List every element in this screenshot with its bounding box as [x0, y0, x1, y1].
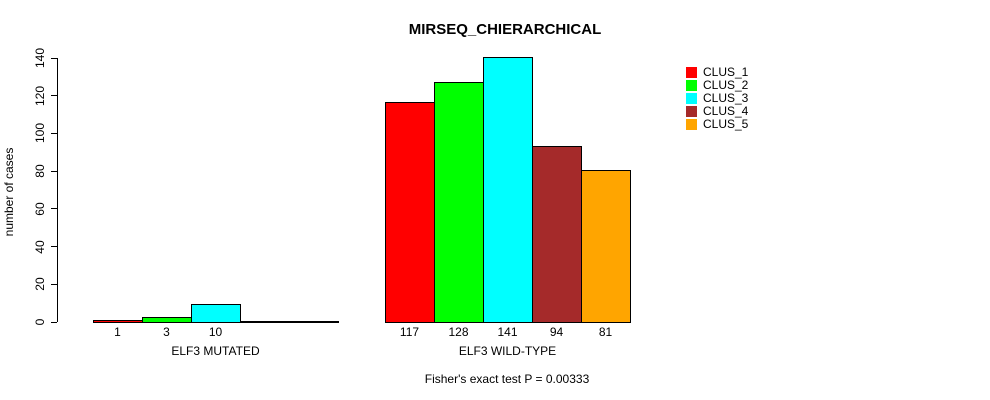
bar-value-label: 3: [163, 325, 170, 339]
y-tick-mark: [51, 132, 57, 134]
legend-swatch-clus_3: [686, 93, 697, 104]
y-tick-mark: [51, 208, 57, 210]
bar-clus_2: [434, 82, 484, 323]
y-tick-mark: [51, 321, 57, 323]
y-tick-mark: [51, 283, 57, 285]
bar-clus_4: [532, 146, 582, 323]
legend-item: CLUS_3: [686, 92, 748, 105]
bar-clus_2: [142, 317, 192, 323]
x-group-label: ELF3 WILD-TYPE: [458, 344, 557, 358]
legend-item: CLUS_1: [686, 66, 748, 79]
legend: CLUS_1 CLUS_2 CLUS_3 CLUS_4 CLUS_5: [686, 66, 748, 131]
fisher-test-annotation: Fisher's exact test P = 0.00333: [424, 372, 590, 386]
legend-label: CLUS_2: [703, 78, 749, 92]
legend-item: CLUS_5: [686, 118, 748, 131]
bar-clus_3: [483, 57, 533, 323]
legend-label: CLUS_5: [703, 117, 749, 131]
bar-value-label: 128: [448, 325, 469, 339]
bar-value-label: 94: [549, 325, 564, 339]
bar-clus_5: [581, 170, 631, 323]
legend-item: CLUS_2: [686, 79, 748, 92]
y-axis-title: number of cases: [2, 147, 16, 237]
y-tick-label: 140: [33, 47, 47, 69]
legend-label: CLUS_3: [703, 91, 749, 105]
x-group-label: ELF3 MUTATED: [171, 344, 260, 358]
y-tick-mark: [51, 57, 57, 59]
y-tick-mark: [51, 246, 57, 248]
bar-clus_1: [385, 102, 435, 323]
legend-label: CLUS_1: [703, 65, 749, 79]
bar-value-label: 10: [208, 325, 223, 339]
bar-value-label: 141: [497, 325, 518, 339]
y-tick-mark: [51, 95, 57, 97]
legend-swatch-clus_5: [686, 119, 697, 130]
y-tick-mark: [51, 170, 57, 172]
legend-label: CLUS_4: [703, 104, 749, 118]
bar-value-label: 1: [114, 325, 121, 339]
y-axis-line: [57, 58, 58, 322]
legend-swatch-clus_1: [686, 67, 697, 78]
bar-clus_1: [93, 320, 143, 323]
bar-clus_3: [191, 304, 241, 323]
bar-value-label: 117: [399, 325, 420, 339]
chart-title: MIRSEQ_CHIERARCHICAL: [408, 21, 602, 38]
legend-item: CLUS_4: [686, 105, 748, 118]
legend-swatch-clus_2: [686, 80, 697, 91]
legend-swatch-clus_4: [686, 106, 697, 117]
bar-value-label: 81: [598, 325, 613, 339]
